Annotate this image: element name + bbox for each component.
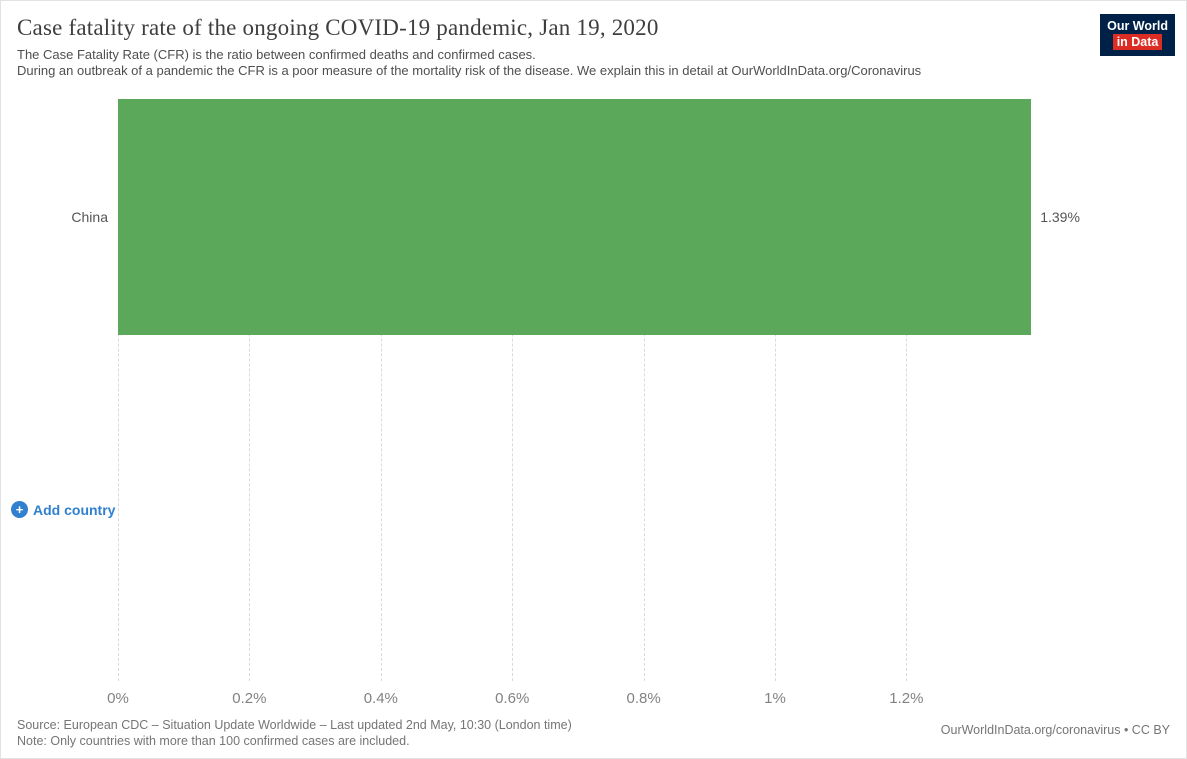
gridline [512, 99, 514, 681]
chart-title: Case fatality rate of the ongoing COVID-… [17, 15, 659, 40]
plot-area: 0% 0.2% 0.4% 0.6% 0.8% 1% 1.2% China 1.39% [71, 99, 1159, 707]
gridline [643, 99, 645, 681]
footer-left: Source: European CDC – Situation Update … [17, 717, 572, 749]
x-axis-tick-label: 0.6% [495, 690, 530, 707]
x-axis-tick-label: 1% [764, 690, 786, 707]
x-axis-tick-label: 1.2% [889, 690, 924, 707]
bar-china[interactable] [118, 99, 1032, 335]
bar-row: China 1.39% [71, 99, 1159, 335]
gridline [775, 99, 776, 681]
x-axis-tick-label: 0.8% [626, 690, 661, 707]
add-country-button[interactable]: + Add country [11, 501, 115, 518]
footer-attribution-link[interactable]: OurWorldInData.org/coronavirus • CC BY [940, 723, 1170, 737]
owid-logo-line1: Our World [1107, 19, 1168, 33]
chart-subtitle-line1: The Case Fatality Rate (CFR) is the rati… [17, 47, 536, 62]
plus-icon: + [11, 501, 28, 518]
chart-subtitle-line2: During an outbreak of a pandemic the CFR… [17, 63, 922, 78]
category-label: China [71, 209, 108, 225]
gridline [906, 99, 908, 681]
x-axis-tick-label: 0% [107, 690, 129, 707]
footer-source: Source: European CDC – Situation Update … [17, 718, 572, 732]
chart-subtitle: The Case Fatality Rate (CFR) is the rati… [17, 47, 921, 79]
x-axis-tick-label: 0.2% [232, 690, 267, 707]
owid-logo[interactable]: Our World in Data [1100, 14, 1175, 56]
gridline [249, 99, 251, 681]
x-axis-tick-label: 0.4% [363, 690, 398, 707]
gridline [118, 99, 119, 681]
add-country-label: Add country [33, 501, 116, 518]
value-label: 1.39% [1040, 209, 1080, 225]
gridline [380, 99, 382, 681]
footer-note: Note: Only countries with more than 100 … [17, 734, 410, 748]
owid-logo-line2: in Data [1112, 34, 1163, 50]
